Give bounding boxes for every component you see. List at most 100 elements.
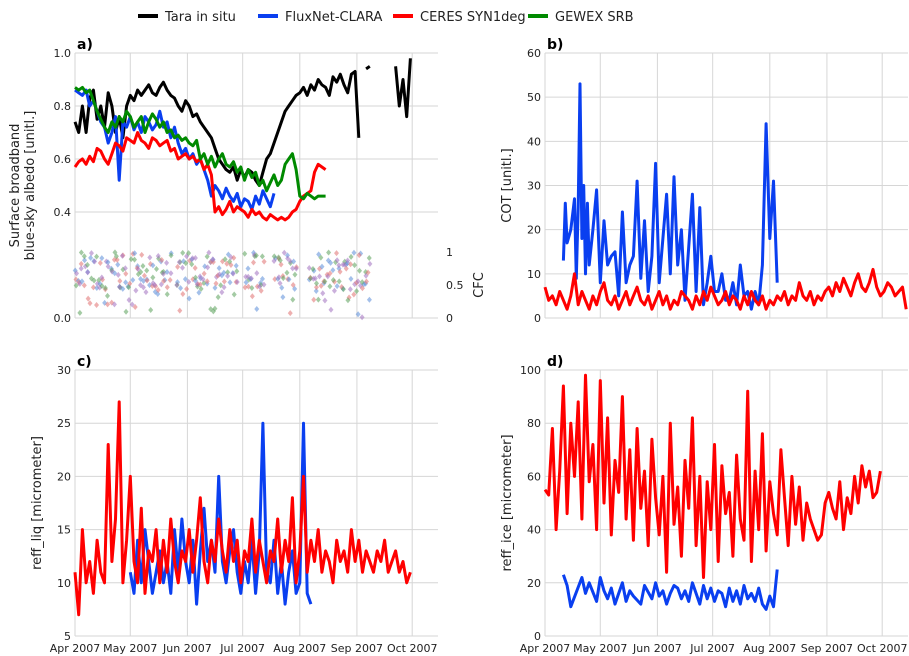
cfc-marker [198,285,204,292]
series-line-ceres-syn1deg [73,131,327,222]
x-tick-label: Aug 2007 [273,642,326,655]
cfc-marker [132,250,138,257]
cfc-marker [322,278,328,285]
cfc-marker [245,265,251,272]
cfc-marker [127,280,133,287]
panel-label: c) [77,354,92,370]
cfc-marker [92,258,98,265]
cfc-marker [148,307,154,314]
series-line-fluxnet-clara [561,569,779,611]
cfc-marker [366,255,372,262]
cfc-marker [348,253,354,260]
cfc-marker [159,256,165,263]
cfc-marker [334,250,340,257]
cfc-marker [120,285,126,292]
cfc-marker [81,253,87,260]
cfc-marker [117,278,123,285]
x-tick-label: Sep 2007 [801,642,853,655]
y-tick-label: 0.4 [54,206,72,219]
cfc-marker [225,269,231,276]
y-tick-label: 80 [527,417,541,430]
cfc-marker [280,294,286,301]
y2-tick-label: 0 [446,312,453,325]
y-tick-label: 0 [534,630,541,643]
y-axis-label: reff_liq [micrometer] [30,436,45,570]
cfc-marker [312,275,318,282]
x-tick-label: Sep 2007 [331,642,383,655]
cfc-marker [175,263,181,270]
cfc-marker [276,274,282,281]
cfc-marker [359,314,365,321]
cfc-marker [213,280,219,287]
cfc-marker [218,282,224,289]
cfc-marker [284,269,290,276]
y2-tick-label: 0.5 [446,279,464,292]
cfc-marker [348,261,354,268]
cfc-marker [261,258,267,265]
cfc-marker [90,284,96,291]
cfc-marker [206,249,212,256]
cfc-marker [351,291,357,298]
cfc-marker [328,259,334,266]
cfc-marker [186,250,192,257]
cfc-marker [290,265,296,272]
cfc-marker [363,278,369,285]
cfc-marker [347,286,353,293]
panel-d: 0 20 40 60 80 100 Apr 2007 May 2007 Jun 2007 Jul … [500,354,908,655]
cfc-marker [132,256,138,263]
cfc-marker [355,311,361,318]
cfc-marker [94,301,100,308]
cfc-marker [310,265,316,272]
cfc-marker [281,249,287,256]
panel-label: b) [547,37,563,53]
cfc-marker [140,263,146,270]
cfc-marker [168,270,174,277]
y-tick-label: 40 [527,524,541,537]
cfc-marker [111,301,117,308]
cfc-marker [292,285,298,292]
series-line-fluxnet-clara [128,421,313,606]
cfc-marker [133,287,139,294]
cfc-marker [271,258,277,265]
cfc-marker [280,275,286,282]
cfc-marker [189,261,195,268]
cfc-marker [225,272,231,279]
cfc-marker [287,310,293,317]
y-tick-label: 0.0 [54,312,72,325]
series-line-fluxnet-clara [561,82,779,311]
cfc-marker [84,261,90,268]
cfc-marker [222,256,228,263]
cfc-marker [119,252,125,259]
cfc-marker [180,291,186,298]
panel-c: 5 10 15 20 25 30 Apr 2007 May 2007 Jun 2007 Jul 2… [30,354,438,655]
cfc-marker [243,279,249,286]
cfc-marker [113,253,119,260]
cfc-marker [351,249,357,256]
cfc-marker [91,277,97,284]
cfc-marker [128,256,134,263]
y2-axis-label: CFC [472,272,487,298]
cfc-marker [126,296,132,303]
cfc-marker [115,261,121,268]
legend-label-1: FluxNet-CLARA [285,10,383,25]
cfc-marker [204,253,210,260]
cfc-marker [233,262,239,269]
legend-label-3: GEWEX SRB [555,10,634,25]
cfc-marker [215,294,221,301]
cfc-marker [249,284,255,291]
y-tick-label: 30 [527,180,541,193]
cfc-marker [78,260,84,267]
cfc-marker [155,287,161,294]
cfc-marker [290,296,296,303]
x-tick-label: Oct 2007 [387,642,438,655]
x-tick-label: Jul 2007 [689,642,735,655]
y-axis-label: Surface broadband [8,124,23,248]
cfc-marker [365,269,371,276]
x-tick-label: Oct 2007 [857,642,908,655]
cfc-marker [249,293,255,300]
cfc-marker [352,262,358,269]
cfc-marker [315,296,321,303]
legend: Tara in situ FluxNet-CLARA CERES SYN1deg GE… [138,10,634,25]
cfc-marker [176,259,182,266]
cfc-marker [358,250,364,257]
